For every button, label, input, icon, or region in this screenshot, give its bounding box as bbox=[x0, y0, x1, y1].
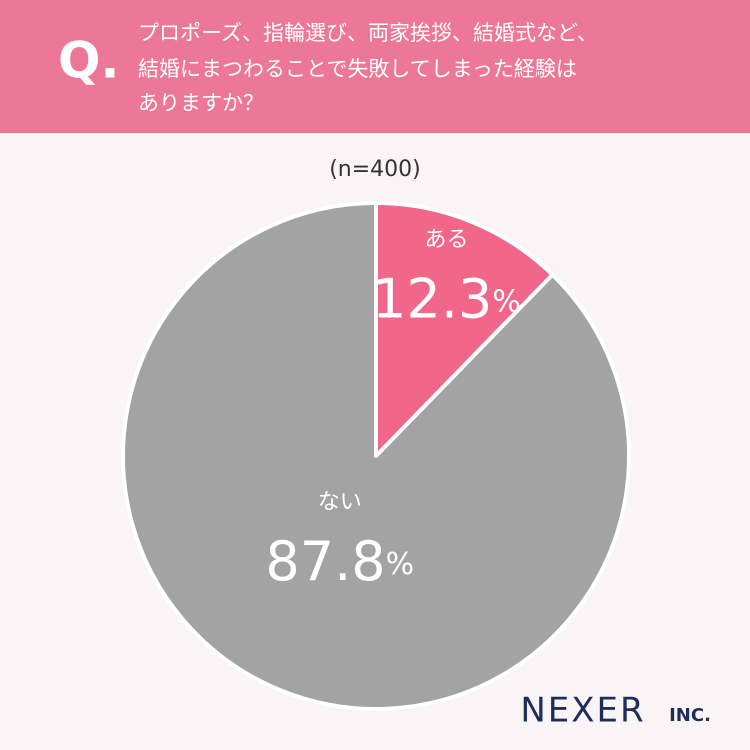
question-mark: Q. bbox=[58, 32, 120, 90]
subtitle: (n=400) bbox=[329, 157, 421, 182]
value-label: 12.3% bbox=[372, 267, 521, 330]
slice-label: ない bbox=[318, 490, 362, 515]
question-line: 結婚にまつわることで失敗してしまった経験は bbox=[138, 57, 577, 81]
pie: ある 12.3% ない 87.8% bbox=[121, 201, 631, 711]
logo-suffix: INC. bbox=[669, 705, 711, 726]
pie-slice bbox=[121, 201, 631, 711]
header-band bbox=[0, 0, 750, 133]
question-line: プロポーズ、指輪選び、両家挨拶、結婚式など、 bbox=[138, 21, 598, 45]
question-line: ありますか？ bbox=[138, 91, 264, 115]
value-label: 87.8% bbox=[265, 530, 414, 593]
pie-slice bbox=[374, 201, 555, 458]
slice-label: ある bbox=[424, 228, 468, 253]
logo-name: NEXER bbox=[520, 691, 645, 731]
